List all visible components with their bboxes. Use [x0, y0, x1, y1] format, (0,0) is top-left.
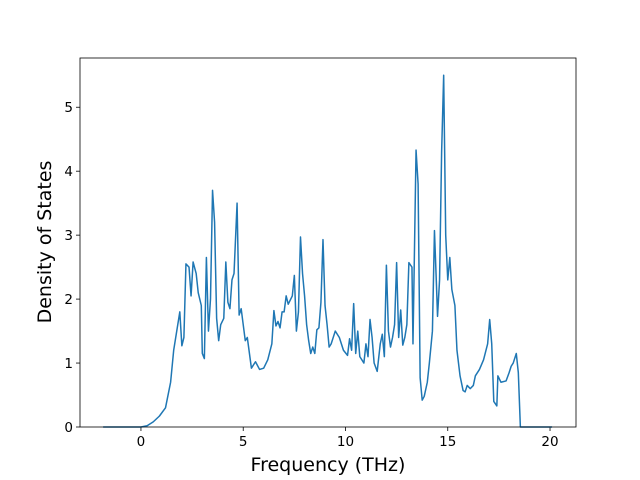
x-tick-label: 5: [239, 434, 248, 450]
line: [103, 74, 553, 428]
y-axis-label: Density of States: [34, 161, 56, 324]
y-tick-label: 1: [64, 356, 73, 372]
y-tick-label: 2: [64, 292, 73, 308]
plot-frame: [79, 57, 577, 428]
y-tick-label: 3: [64, 228, 73, 244]
x-axis-label: Frequency (THz): [251, 454, 406, 476]
y-tick-label: 4: [64, 164, 73, 180]
y-tick-label: 0: [64, 420, 73, 436]
x-tick-label: 15: [439, 434, 456, 450]
x-tick-label: 20: [541, 434, 558, 450]
x-tick-label: 0: [137, 434, 146, 450]
y-tick-label: 5: [64, 100, 73, 116]
x-tick-label: 10: [337, 434, 354, 450]
